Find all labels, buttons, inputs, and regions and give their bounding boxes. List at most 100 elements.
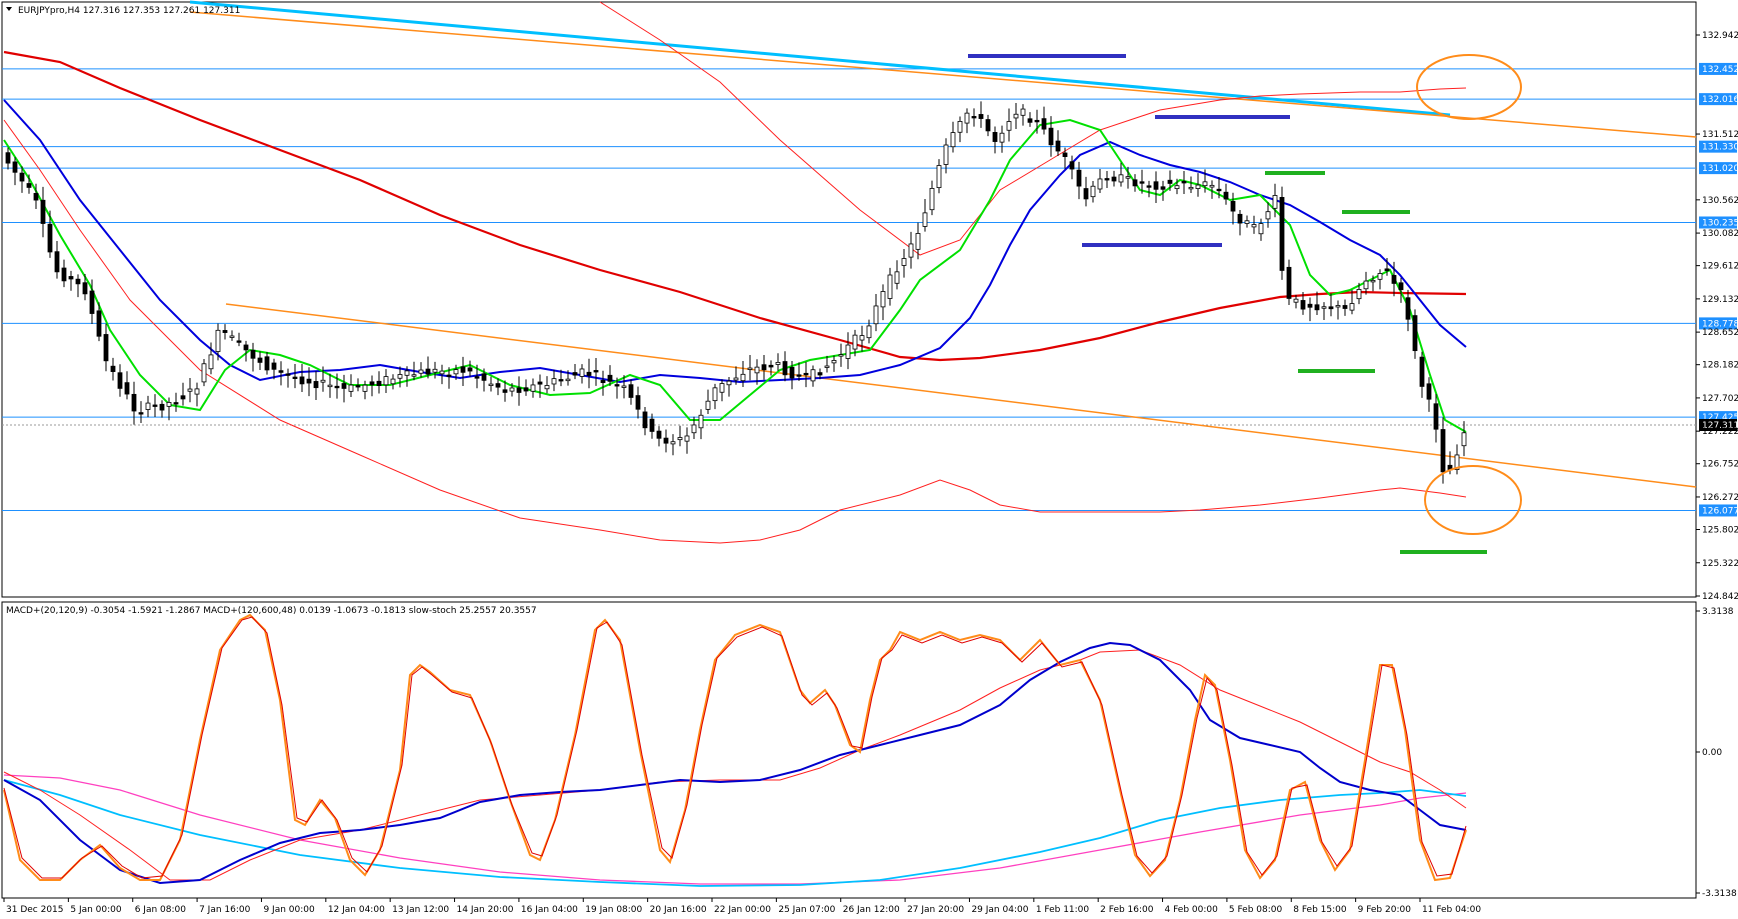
candle-body: [754, 366, 760, 374]
candle-body: [656, 430, 662, 439]
candle-body: [670, 441, 676, 445]
level-tag: [1699, 162, 1737, 175]
candle-body: [306, 378, 312, 384]
candle-body: [838, 354, 844, 357]
indicator-red-signal: [3, 649, 1467, 881]
candle-body: [1006, 121, 1012, 131]
candle-body: [243, 344, 249, 351]
candle-body: [565, 378, 571, 382]
candle-body: [341, 383, 347, 389]
candle-body: [733, 377, 739, 381]
candle-body: [488, 383, 494, 386]
header-dropdown-icon[interactable]: [6, 7, 12, 11]
time-tick-label: 12 Jan 04:00: [328, 905, 385, 915]
candle-body: [1230, 200, 1236, 212]
current-price-label: 127.311: [1702, 421, 1738, 431]
time-tick-label: 5 Jan 00:00: [70, 905, 122, 915]
indicator-axis: 3.3138 0.00 -3.3138: [1696, 607, 1737, 899]
price-tick-label: 130.082: [1702, 229, 1738, 239]
candle-body: [75, 278, 81, 285]
candle-body: [201, 363, 207, 383]
stoch-orange-line: [3, 613, 1467, 882]
candle-body: [47, 223, 53, 253]
candle-body: [936, 165, 942, 189]
candle-body: [1349, 303, 1355, 311]
price-tick-label: 127.222: [1702, 427, 1738, 437]
candle-body: [376, 380, 382, 386]
candle-body: [726, 380, 732, 386]
candle-body: [1034, 119, 1040, 123]
indicator-pane[interactable]: [1, 601, 1697, 899]
candle-body: [894, 271, 900, 284]
candle-body: [502, 389, 508, 393]
candle-body: [1412, 315, 1418, 352]
candle-body: [271, 362, 277, 370]
candle-body: [677, 437, 683, 441]
candle-body: [145, 402, 151, 410]
highlight-circle-lower: [1424, 465, 1522, 535]
candle-body: [257, 357, 263, 363]
candle-body: [299, 376, 305, 385]
candle-body: [68, 276, 74, 280]
time-tick-label: 19 Jan 08:00: [585, 905, 642, 915]
level-tag-label: 127.425: [1702, 413, 1738, 423]
candle-body: [1265, 211, 1271, 220]
current-price-tag: [1699, 418, 1737, 431]
candle-body: [1356, 289, 1362, 300]
candle-body: [1321, 306, 1327, 309]
candle-body: [1097, 178, 1103, 190]
candle-body: [901, 258, 907, 266]
candle-body: [1300, 300, 1306, 310]
time-tick-label: 26 Jan 12:00: [843, 905, 900, 915]
candle-body: [712, 387, 718, 402]
candle-body: [1405, 297, 1411, 320]
candle-body: [985, 119, 991, 132]
time-tick-label: 25 Jan 07:00: [778, 905, 835, 915]
time-tick-label: 9 Jan 00:00: [263, 905, 315, 915]
candle-body: [474, 376, 480, 379]
candle-body: [1146, 185, 1152, 188]
time-tick-label: 9 Feb 20:00: [1358, 905, 1412, 915]
envelope-lines: [3, 1, 1467, 544]
candle-body: [1314, 304, 1320, 311]
candle-body: [208, 354, 214, 370]
candle-body: [649, 418, 655, 432]
time-tick-label: 22 Jan 00:00: [714, 905, 771, 915]
candle-body: [1342, 305, 1348, 309]
candle-body: [397, 374, 403, 379]
price-pane[interactable]: [1, 1, 1697, 598]
candle-body: [544, 385, 550, 390]
candle-body: [1223, 191, 1229, 200]
candle-body: [586, 371, 592, 376]
candle-body: [33, 192, 39, 201]
candle-body: [971, 116, 977, 119]
candle-body: [908, 243, 914, 258]
candle-body: [803, 372, 809, 376]
candle-body: [1181, 181, 1187, 184]
candle-body: [173, 402, 179, 405]
price-tick-label: 129.132: [1702, 295, 1738, 305]
candle-body: [943, 144, 949, 165]
candle-body: [1125, 176, 1131, 179]
candle-body: [1020, 108, 1026, 116]
level-tag: [1699, 317, 1737, 330]
level-tag-label: 128.778: [1702, 319, 1738, 329]
symbol-header: EURJPYpro,H4 127.316 127.353 127.261 127…: [18, 6, 240, 16]
candle-body: [950, 132, 956, 148]
candle-body: [859, 335, 865, 341]
candle-body: [446, 374, 452, 377]
candle-body: [698, 414, 704, 429]
candle-body: [467, 367, 473, 372]
indicator-lines: [3, 613, 1467, 887]
candle-body: [572, 372, 578, 376]
level-tag: [1699, 504, 1737, 517]
time-tick-label: 4 Feb 00:00: [1165, 905, 1219, 915]
candle-body: [1104, 178, 1110, 181]
candle-body: [82, 282, 88, 295]
candle-body: [593, 370, 599, 373]
candle-body: [922, 212, 928, 227]
level-tag-label: 131.330: [1702, 143, 1738, 153]
candle-body: [1293, 298, 1299, 303]
candle-body: [1363, 280, 1369, 290]
